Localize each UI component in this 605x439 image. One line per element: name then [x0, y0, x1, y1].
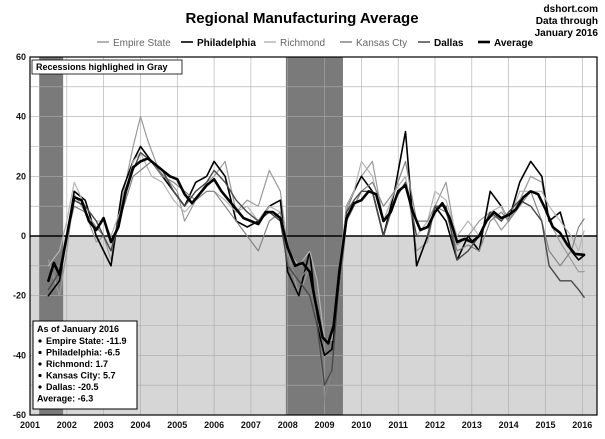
legend-entry: Philadelphia — [197, 38, 256, 49]
plot-border — [29, 56, 598, 416]
legend-entry: Dallas — [434, 38, 464, 49]
x-tick-label: 2011 — [388, 420, 408, 430]
source-line: January 2016 — [535, 28, 599, 39]
summary-item: Empire State: -11.9 — [46, 336, 127, 346]
source-line: Data through — [536, 16, 598, 27]
x-tick-label: 2001 — [20, 420, 40, 430]
x-tick-label: 2002 — [57, 420, 77, 430]
legend: Empire State Philadelphia Richmond Kansas C… — [97, 38, 534, 49]
bullet-icon — [38, 350, 42, 355]
summary-box-frame — [32, 320, 138, 410]
source-line: dshort.com — [544, 4, 599, 15]
y-tick-label: 60 — [16, 52, 26, 62]
x-tick-label: 2009 — [315, 420, 335, 430]
summary-item: Kansas City: 5.7 — [46, 371, 116, 381]
y-tick-label: -20 — [13, 291, 26, 301]
chart-title: Regional Manufacturing Average — [185, 10, 418, 27]
x-tick-label: 2015 — [535, 420, 555, 430]
x-tick-label: 2016 — [572, 420, 592, 430]
bullet-icon — [38, 373, 42, 378]
legend-entry: Richmond — [280, 38, 325, 49]
summary-item: Dallas: -20.5 — [46, 382, 99, 392]
recession-note: Recessions highlighed in Gray — [36, 62, 168, 72]
x-tick-label: 2006 — [204, 420, 224, 430]
bullet-icon — [38, 362, 42, 366]
legend-entry: Average — [494, 38, 534, 49]
y-tick-label: 20 — [16, 171, 26, 181]
y-tick-label: 40 — [16, 112, 26, 122]
x-tick-label: 2013 — [462, 420, 482, 430]
bullet-icon — [38, 385, 42, 389]
x-tick-label: 2004 — [130, 420, 150, 430]
summary-item: Richmond: 1.7 — [46, 359, 108, 369]
bullet-icon — [38, 339, 42, 343]
y-tick-label: -60 — [13, 410, 26, 420]
summary-footer: Average: -6.3 — [37, 394, 93, 404]
x-tick-label: 2012 — [425, 420, 445, 430]
summary-box: As of January 2016 Empire State: -11.9 Phi… — [32, 320, 138, 410]
series-line — [47, 157, 586, 345]
x-tick-label: 2008 — [278, 420, 298, 430]
summary-header: As of January 2016 — [37, 324, 119, 334]
series-line — [47, 160, 585, 401]
x-tick-label: 2007 — [241, 420, 261, 430]
x-tick-label: 2005 — [167, 420, 187, 430]
legend-entry: Kansas Cty — [356, 38, 407, 49]
recession-note-box — [31, 59, 183, 75]
x-tick-label: 2010 — [351, 420, 371, 430]
x-tick-label: 2014 — [499, 420, 519, 430]
summary-item: Philadelphia: -6.5 — [46, 348, 120, 358]
y-tick-label: -40 — [13, 350, 26, 360]
legend-entry: Empire State — [113, 38, 171, 49]
x-tick-label: 2003 — [94, 420, 114, 430]
y-tick-label: 0 — [21, 231, 26, 241]
series-line — [47, 130, 585, 357]
series-line — [47, 151, 585, 341]
